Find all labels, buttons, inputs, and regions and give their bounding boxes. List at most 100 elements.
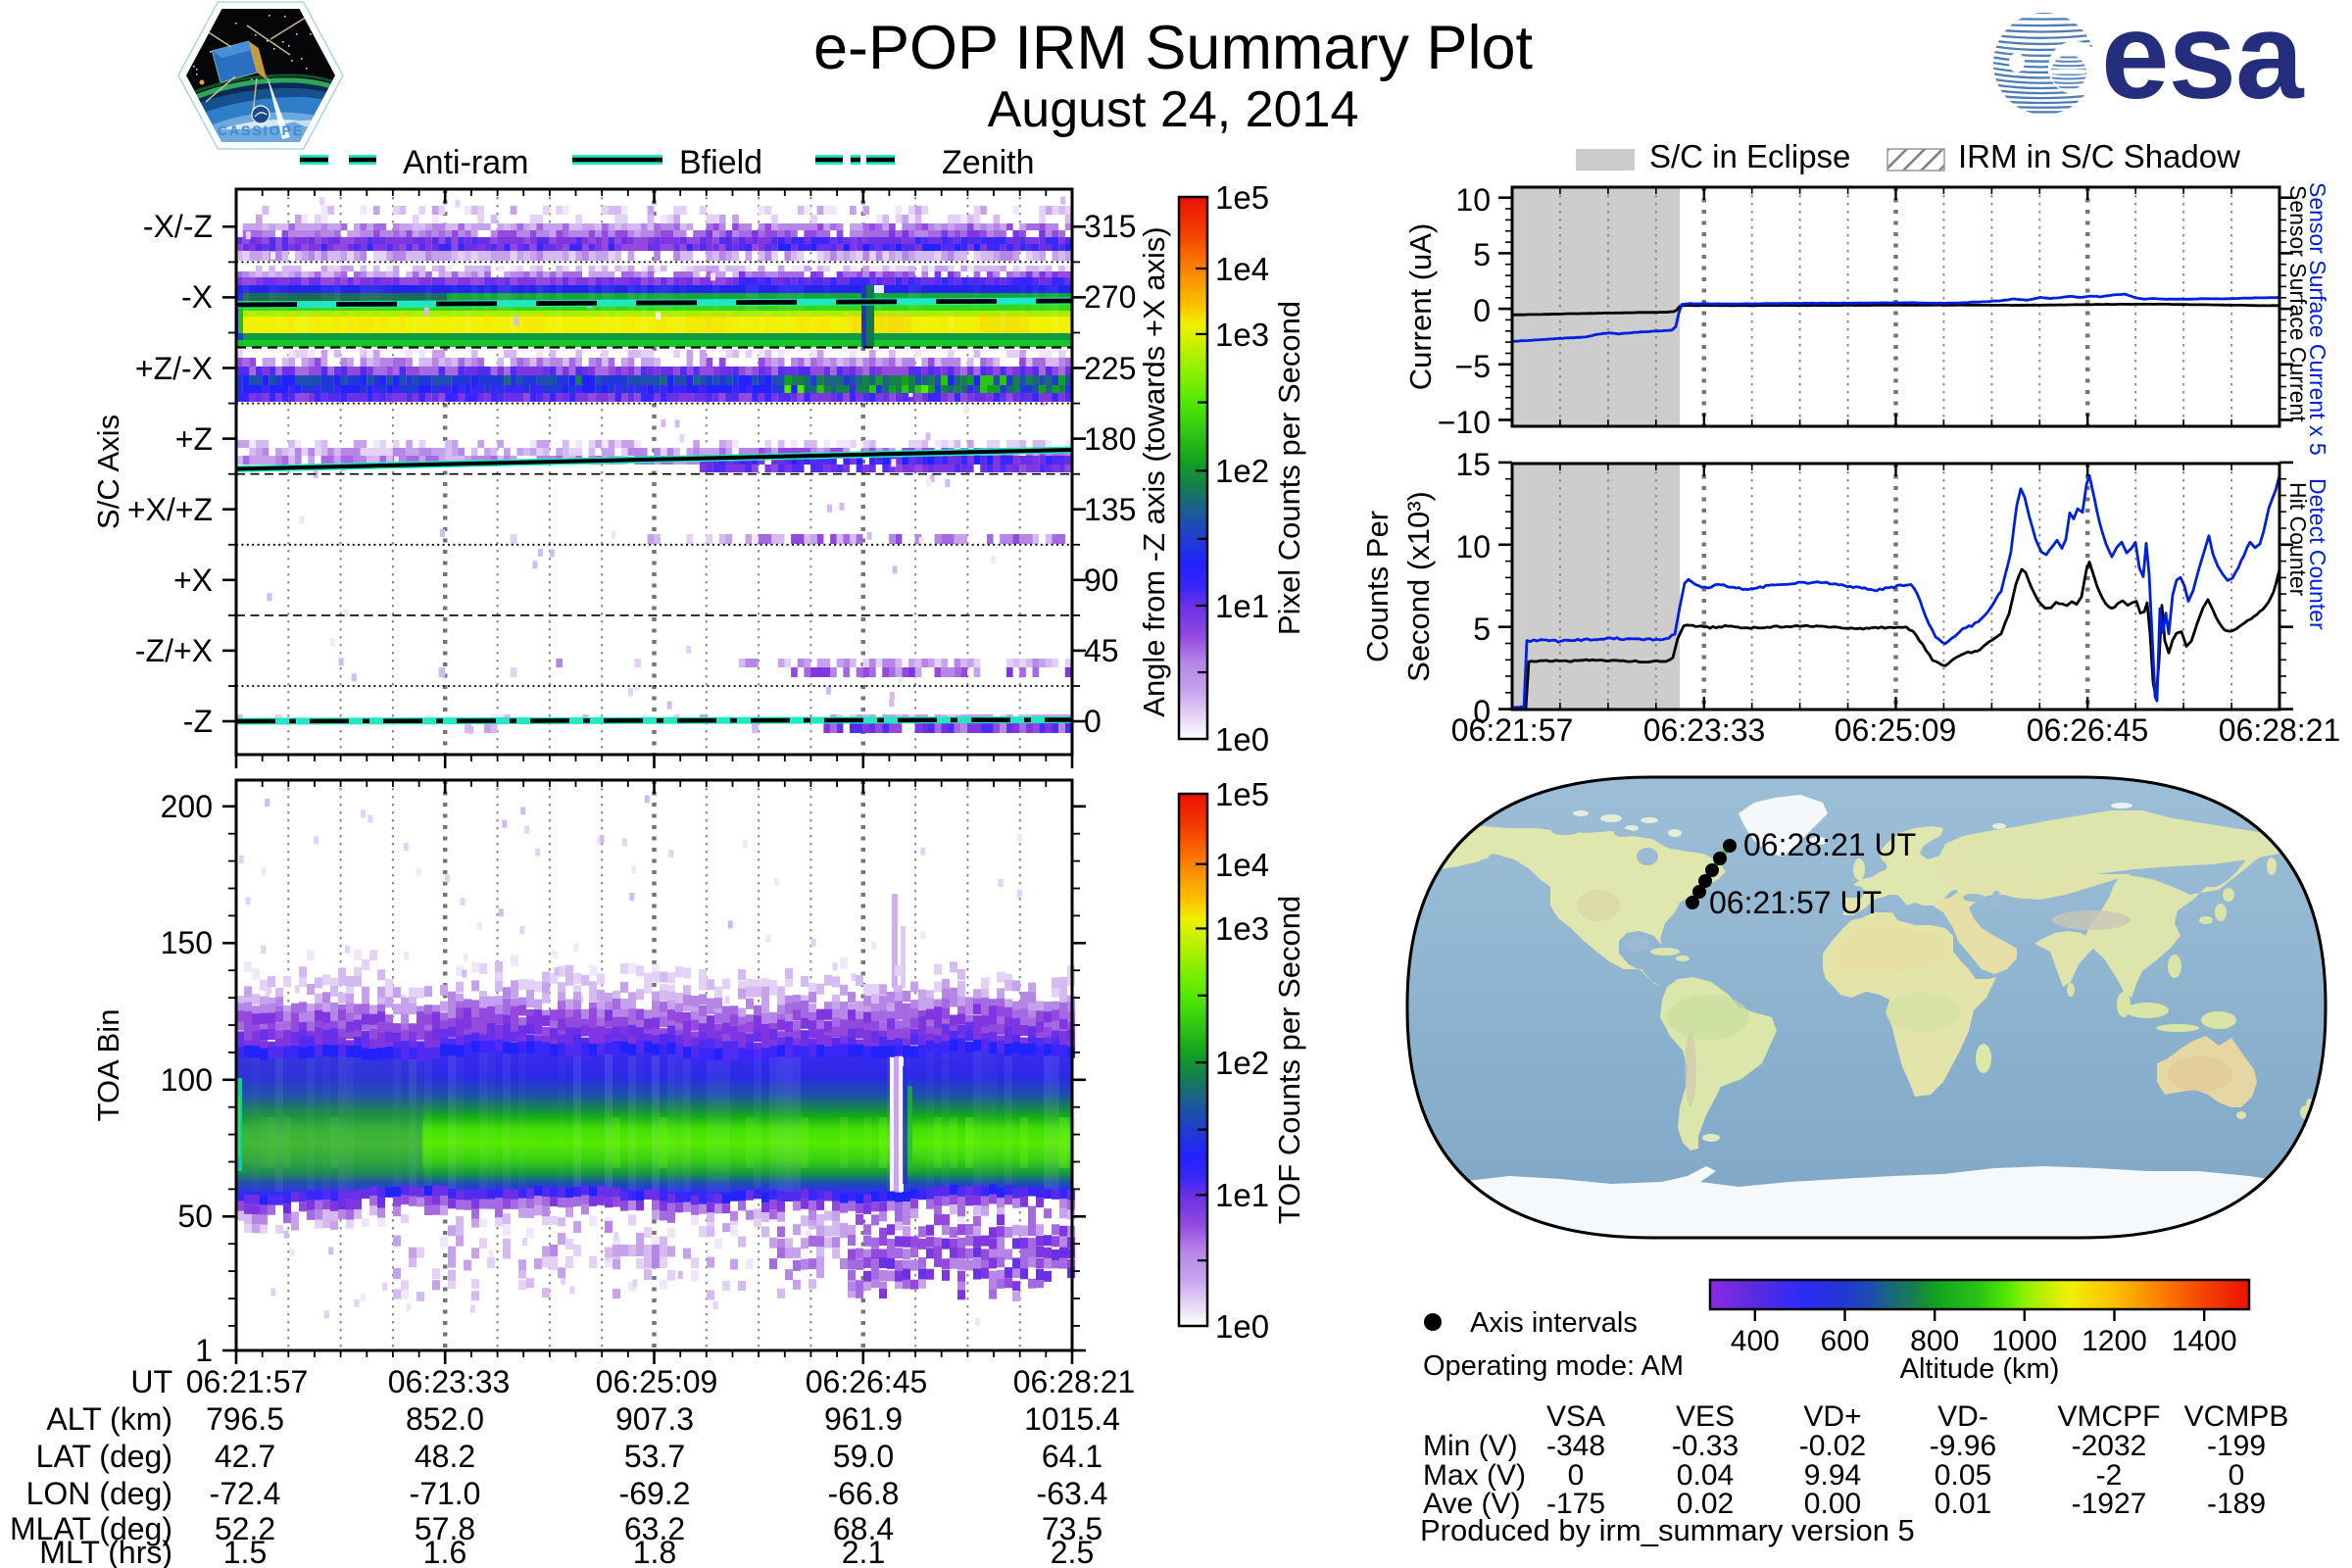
- svg-text:57.8: 57.8: [415, 1511, 475, 1546]
- svg-text:64.1: 64.1: [1042, 1439, 1102, 1474]
- svg-text:Sensor Surface Current: Sensor Surface Current: [2285, 185, 2311, 422]
- svg-text:CASSIOPE: CASSIOPE: [218, 122, 304, 138]
- svg-text:1e1: 1e1: [1215, 588, 1269, 624]
- svg-text:esa: esa: [2101, 0, 2305, 124]
- svg-text:2.1: 2.1: [842, 1535, 885, 1568]
- svg-text:1.5: 1.5: [223, 1535, 267, 1568]
- svg-text:06:21:57: 06:21:57: [186, 1364, 309, 1399]
- svg-text:-0.02: -0.02: [1799, 1430, 1866, 1462]
- svg-text:-0.33: -0.33: [1672, 1430, 1739, 1462]
- svg-text:73.5: 73.5: [1042, 1511, 1102, 1546]
- svg-text:200: 200: [161, 789, 213, 824]
- svg-text:06:28:21: 06:28:21: [2219, 712, 2341, 748]
- svg-text:-348: -348: [1546, 1430, 1605, 1462]
- svg-text:+X/+Z: +X/+Z: [127, 492, 213, 527]
- svg-text:Angle from -Z axis (towards +X: Angle from -Z axis (towards +X axis): [1137, 226, 1171, 716]
- svg-text:5: 5: [1473, 612, 1491, 647]
- svg-text:-175: -175: [1546, 1488, 1605, 1520]
- svg-text:1e4: 1e4: [1215, 251, 1269, 287]
- svg-text:1000: 1000: [1991, 1325, 2057, 1357]
- svg-text:06:23:33: 06:23:33: [388, 1364, 511, 1399]
- svg-text:-69.2: -69.2: [619, 1476, 691, 1511]
- svg-text:Altitude (km): Altitude (km): [1900, 1353, 2060, 1385]
- svg-text:-X: -X: [181, 279, 213, 315]
- svg-text:Max (V): Max (V): [1423, 1459, 1526, 1492]
- svg-text:TOA Bin: TOA Bin: [91, 1009, 125, 1122]
- svg-text:e-POP IRM Summary Plot: e-POP IRM Summary Plot: [813, 14, 1534, 82]
- svg-text:06:23:33: 06:23:33: [1643, 712, 1766, 748]
- svg-text:1200: 1200: [2082, 1325, 2147, 1357]
- svg-text:-66.8: -66.8: [828, 1476, 900, 1511]
- svg-text:VES: VES: [1676, 1400, 1735, 1433]
- svg-text:TOF Counts per Second: TOF Counts per Second: [1272, 896, 1306, 1224]
- svg-text:VD+: VD+: [1803, 1400, 1861, 1433]
- svg-text:961.9: 961.9: [824, 1401, 903, 1437]
- svg-text:800: 800: [1910, 1325, 1959, 1357]
- svg-text:Pixel Counts per Second: Pixel Counts per Second: [1272, 301, 1306, 635]
- svg-text:ALT (km): ALT (km): [46, 1401, 172, 1437]
- svg-text:Zenith: Zenith: [942, 144, 1035, 181]
- svg-text:MLAT (deg): MLAT (deg): [10, 1511, 172, 1546]
- svg-text:06:26:45: 06:26:45: [806, 1364, 928, 1399]
- svg-text:1400: 1400: [2172, 1325, 2237, 1357]
- svg-text:1.8: 1.8: [633, 1535, 676, 1568]
- svg-text:+Z/-X: +Z/-X: [135, 351, 213, 386]
- svg-text:06:25:09: 06:25:09: [1835, 712, 1957, 748]
- svg-text:50: 50: [177, 1199, 213, 1234]
- svg-text:VCMPB: VCMPB: [2184, 1400, 2289, 1433]
- svg-text:06:28:21 UT: 06:28:21 UT: [1743, 827, 1916, 862]
- svg-text:68.4: 68.4: [833, 1511, 894, 1546]
- svg-text:42.7: 42.7: [215, 1439, 275, 1474]
- svg-text:5: 5: [1473, 237, 1491, 272]
- svg-text:0: 0: [1084, 704, 1102, 739]
- svg-text:Min (V): Min (V): [1423, 1430, 1518, 1462]
- svg-text:S/C Axis: S/C Axis: [91, 415, 125, 529]
- svg-text:0.05: 0.05: [1935, 1459, 1991, 1492]
- svg-text:LAT (deg): LAT (deg): [36, 1439, 172, 1474]
- svg-text:225: 225: [1084, 351, 1136, 386]
- svg-text:-2032: -2032: [2072, 1430, 2147, 1462]
- svg-text:Hit Counter: Hit Counter: [2285, 482, 2311, 597]
- svg-text:+Z: +Z: [175, 421, 213, 457]
- svg-text:15: 15: [1455, 447, 1491, 482]
- svg-text:100: 100: [161, 1062, 213, 1098]
- svg-text:06:28:21: 06:28:21: [1013, 1364, 1136, 1399]
- svg-text:0.04: 0.04: [1677, 1459, 1734, 1492]
- svg-text:06:25:09: 06:25:09: [596, 1364, 718, 1399]
- svg-text:270: 270: [1084, 279, 1136, 315]
- svg-text:VSA: VSA: [1546, 1400, 1605, 1433]
- svg-text:August 24, 2014: August 24, 2014: [988, 81, 1359, 138]
- svg-text:907.3: 907.3: [615, 1401, 694, 1437]
- svg-text:-2: -2: [2096, 1459, 2123, 1492]
- svg-text:45: 45: [1084, 633, 1119, 668]
- svg-text:53.7: 53.7: [624, 1439, 685, 1474]
- svg-text:-199: -199: [2207, 1430, 2266, 1462]
- svg-text:06:21:57 UT: 06:21:57 UT: [1709, 885, 1882, 920]
- svg-text:Second (x10³): Second (x10³): [1401, 491, 1436, 682]
- svg-text:1e3: 1e3: [1215, 317, 1269, 353]
- svg-text:Anti-ram: Anti-ram: [403, 144, 528, 181]
- svg-text:Produced by irm_summary versio: Produced by irm_summary version 5: [1420, 1513, 1915, 1547]
- svg-text:1e0: 1e0: [1215, 1308, 1269, 1345]
- svg-text:10: 10: [1455, 529, 1491, 564]
- svg-text:48.2: 48.2: [415, 1439, 475, 1474]
- svg-text:10: 10: [1455, 182, 1491, 218]
- svg-text:-63.4: -63.4: [1037, 1476, 1108, 1511]
- svg-text:−5: −5: [1455, 349, 1491, 384]
- svg-text:Operating mode: AM: Operating mode: AM: [1423, 1350, 1684, 1382]
- svg-text:1e4: 1e4: [1215, 847, 1269, 883]
- svg-text:400: 400: [1731, 1325, 1780, 1357]
- svg-text:0.01: 0.01: [1935, 1488, 1991, 1520]
- svg-text:1e5: 1e5: [1215, 179, 1269, 216]
- svg-text:LON (deg): LON (deg): [26, 1476, 172, 1511]
- svg-text:0: 0: [1473, 694, 1491, 729]
- svg-text:+X: +X: [173, 563, 213, 598]
- svg-text:1: 1: [195, 1333, 213, 1368]
- svg-text:Axis intervals: Axis intervals: [1470, 1307, 1638, 1339]
- svg-text:1e1: 1e1: [1215, 1177, 1269, 1213]
- svg-text:06:26:45: 06:26:45: [2027, 712, 2149, 748]
- svg-text:-72.4: -72.4: [210, 1476, 281, 1511]
- svg-text:90: 90: [1084, 563, 1119, 598]
- svg-text:0: 0: [1473, 293, 1491, 328]
- svg-text:315: 315: [1084, 209, 1136, 244]
